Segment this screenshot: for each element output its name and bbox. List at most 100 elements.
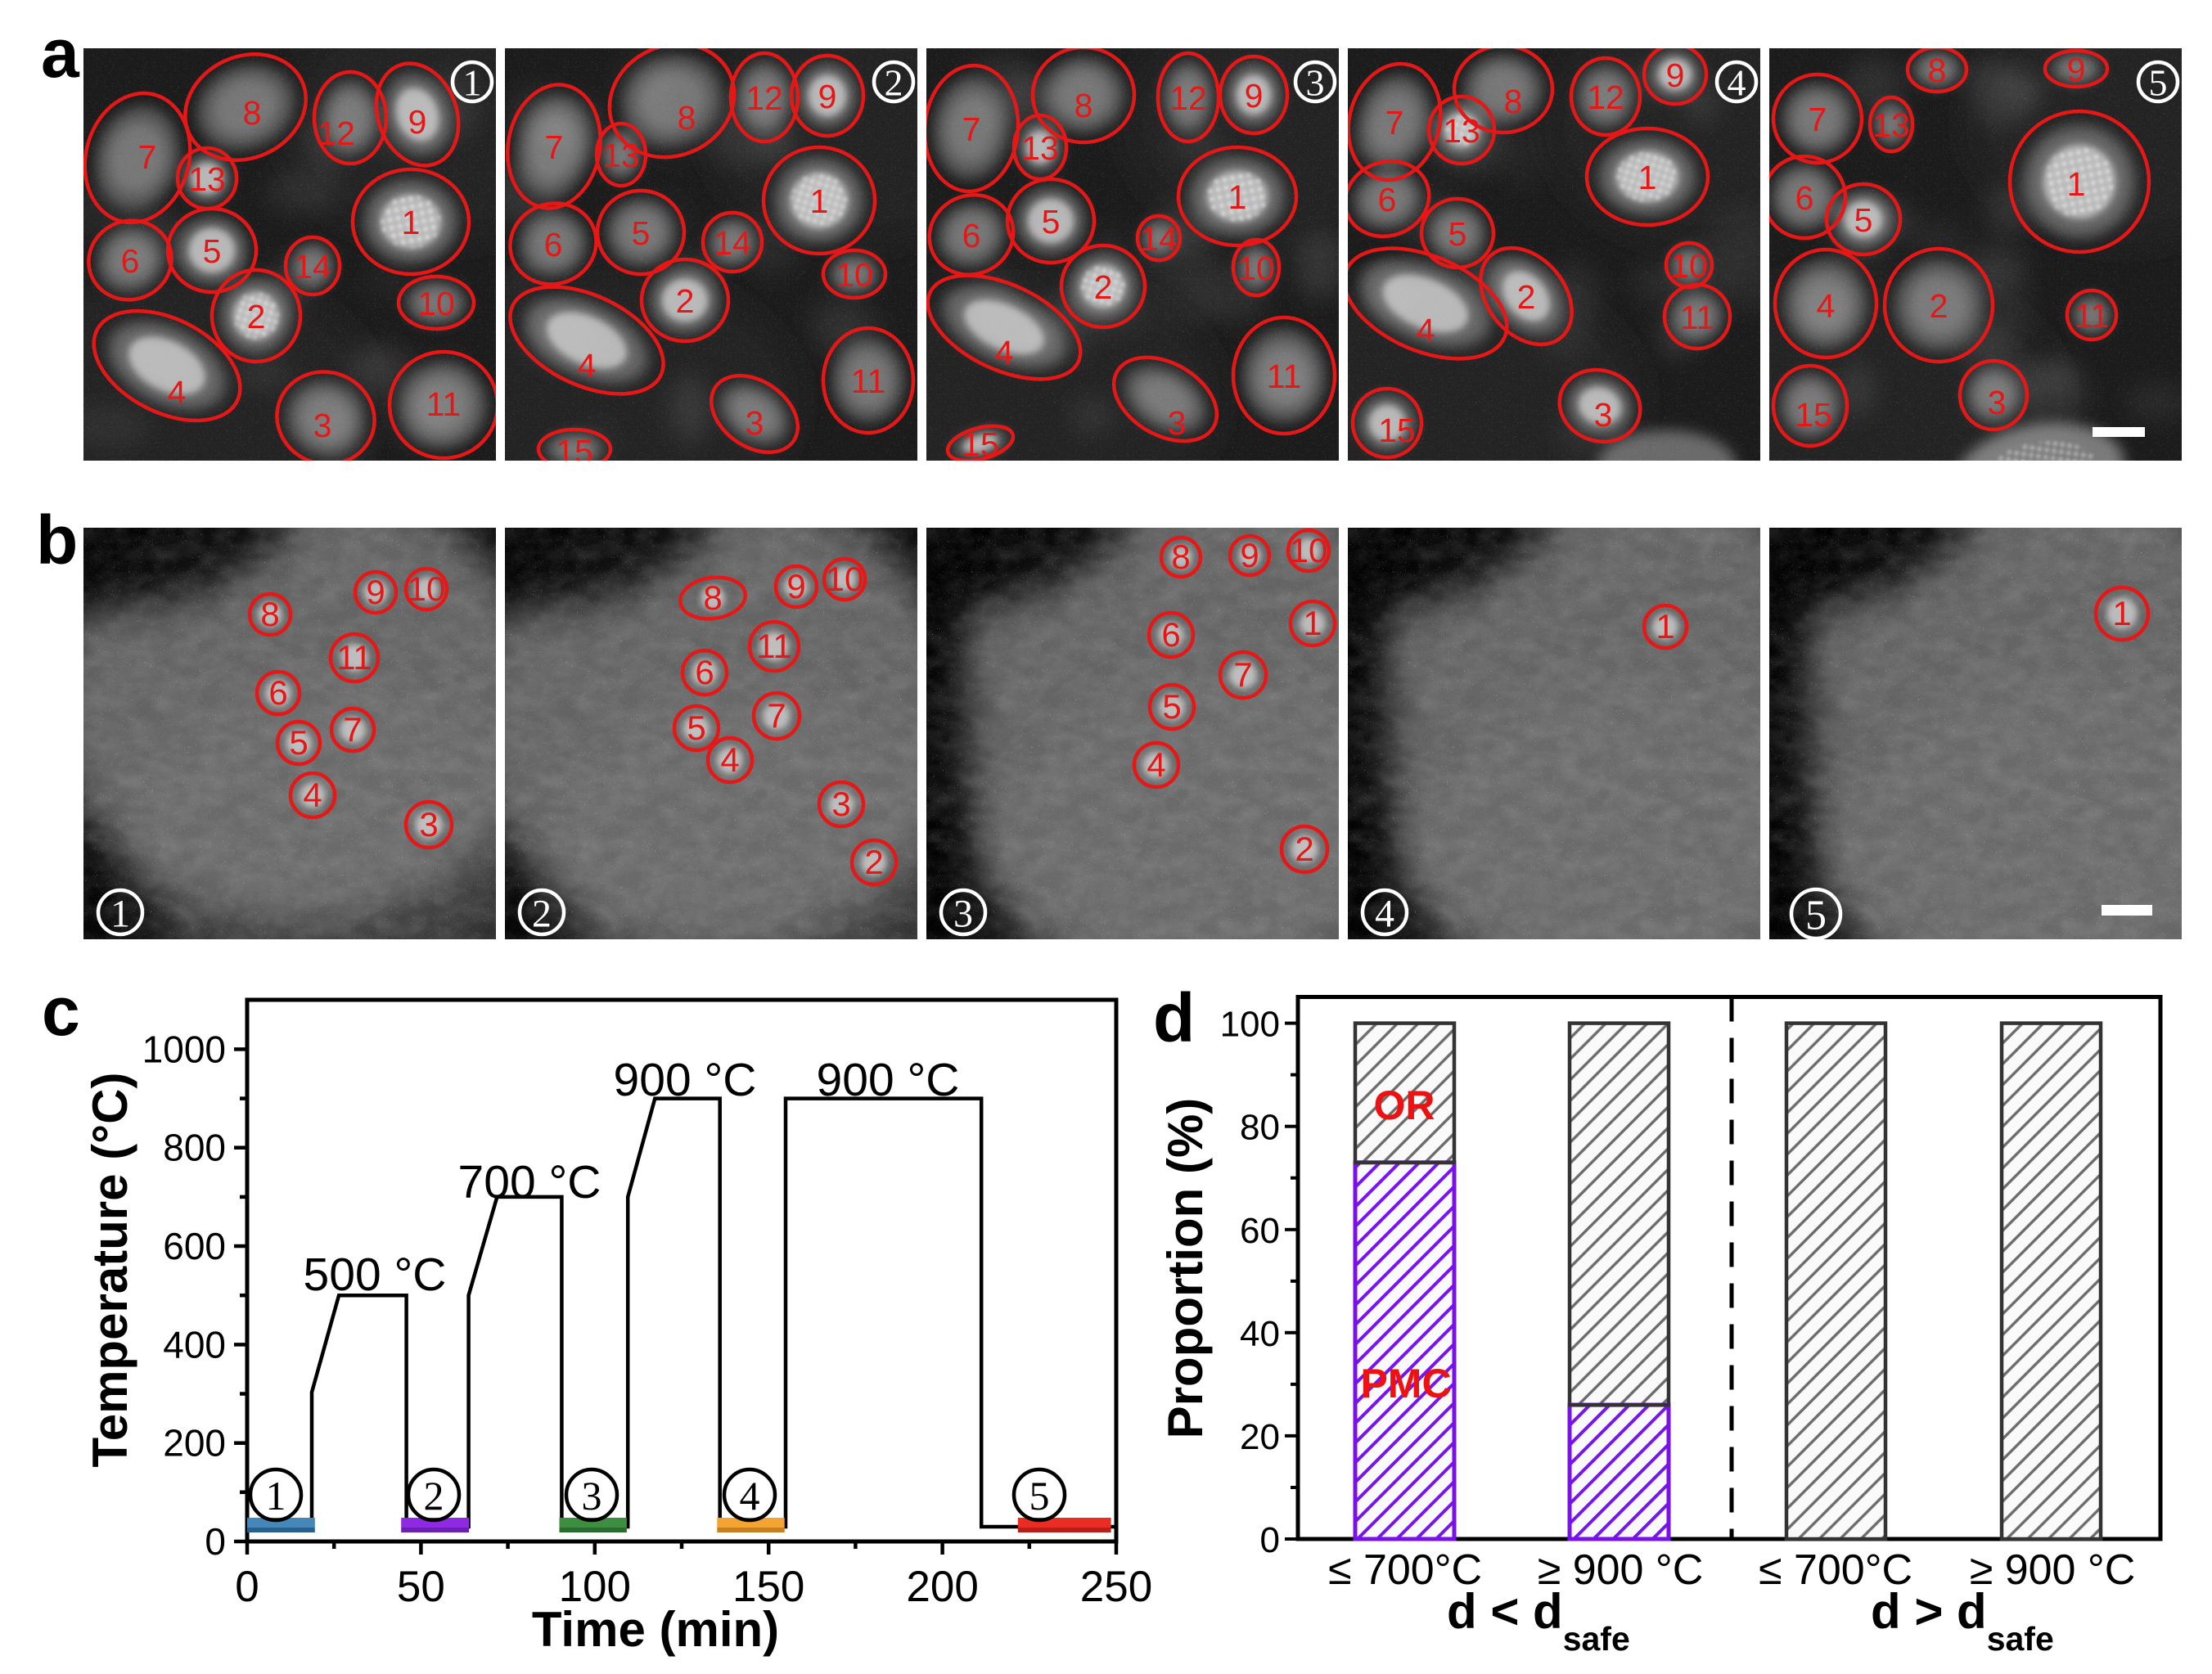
svg-text:2: 2 bbox=[885, 62, 903, 104]
svg-text:4: 4 bbox=[168, 374, 187, 412]
svg-text:12: 12 bbox=[318, 115, 355, 152]
svg-text:20: 20 bbox=[1240, 1417, 1280, 1457]
svg-text:60: 60 bbox=[1240, 1211, 1280, 1251]
svg-text:100: 100 bbox=[559, 1563, 631, 1611]
svg-text:9: 9 bbox=[408, 103, 427, 141]
svg-text:d > dsafe: d > dsafe bbox=[1871, 1584, 2054, 1658]
svg-text:2: 2 bbox=[864, 843, 883, 881]
svg-text:4: 4 bbox=[1728, 62, 1746, 104]
svg-text:14: 14 bbox=[1140, 220, 1178, 258]
svg-text:10: 10 bbox=[826, 560, 864, 598]
svg-text:6: 6 bbox=[121, 242, 140, 280]
svg-text:80: 80 bbox=[1240, 1108, 1280, 1148]
svg-text:200: 200 bbox=[906, 1563, 978, 1611]
svg-text:6: 6 bbox=[1378, 181, 1397, 218]
svg-text:100: 100 bbox=[1220, 1005, 1280, 1045]
svg-text:7: 7 bbox=[1233, 655, 1252, 694]
svg-text:11: 11 bbox=[851, 362, 886, 400]
svg-text:3: 3 bbox=[582, 1473, 602, 1519]
svg-text:10: 10 bbox=[1290, 531, 1328, 569]
svg-text:13: 13 bbox=[1872, 106, 1910, 144]
svg-text:1: 1 bbox=[1228, 178, 1247, 216]
svg-text:4: 4 bbox=[1817, 287, 1836, 325]
svg-text:900 °C: 900 °C bbox=[614, 1054, 757, 1106]
svg-text:1: 1 bbox=[463, 62, 482, 104]
svg-text:1: 1 bbox=[2067, 165, 2086, 203]
svg-text:2: 2 bbox=[1930, 287, 1948, 325]
svg-text:12: 12 bbox=[746, 79, 783, 117]
svg-text:40: 40 bbox=[1240, 1314, 1280, 1354]
svg-text:9: 9 bbox=[366, 573, 385, 611]
svg-text:2: 2 bbox=[1094, 268, 1113, 306]
svg-text:14: 14 bbox=[294, 248, 331, 286]
svg-text:10: 10 bbox=[1670, 247, 1708, 285]
svg-text:6: 6 bbox=[544, 226, 563, 263]
svg-text:≤ 700°C: ≤ 700°C bbox=[1328, 1546, 1482, 1594]
svg-text:250: 250 bbox=[1080, 1563, 1152, 1611]
svg-text:15: 15 bbox=[1795, 396, 1832, 434]
svg-text:2: 2 bbox=[1517, 278, 1536, 316]
svg-text:8: 8 bbox=[1074, 87, 1093, 124]
svg-text:4: 4 bbox=[995, 334, 1014, 371]
svg-text:4: 4 bbox=[1375, 892, 1394, 935]
svg-text:4: 4 bbox=[1147, 745, 1165, 784]
svg-text:500 °C: 500 °C bbox=[304, 1249, 447, 1301]
svg-text:5: 5 bbox=[1162, 687, 1181, 726]
svg-text:150: 150 bbox=[732, 1563, 804, 1611]
svg-text:5: 5 bbox=[1042, 203, 1061, 241]
svg-text:1000: 1000 bbox=[142, 1028, 226, 1070]
svg-text:2: 2 bbox=[247, 298, 266, 335]
svg-text:1: 1 bbox=[1656, 607, 1674, 646]
svg-text:3: 3 bbox=[831, 785, 850, 823]
svg-text:9: 9 bbox=[1666, 56, 1685, 94]
svg-text:7: 7 bbox=[343, 710, 362, 749]
svg-text:5: 5 bbox=[687, 709, 705, 747]
svg-text:4: 4 bbox=[740, 1473, 760, 1519]
svg-text:12: 12 bbox=[1169, 79, 1207, 117]
svg-text:1: 1 bbox=[810, 182, 829, 220]
svg-text:13: 13 bbox=[188, 160, 226, 198]
svg-text:2: 2 bbox=[424, 1473, 444, 1519]
svg-text:400: 400 bbox=[163, 1323, 226, 1366]
svg-text:4: 4 bbox=[578, 347, 597, 385]
svg-text:3: 3 bbox=[1594, 396, 1613, 434]
svg-text:4: 4 bbox=[1417, 312, 1435, 349]
svg-text:4: 4 bbox=[720, 740, 739, 779]
svg-text:d < dsafe: d < dsafe bbox=[1447, 1584, 1630, 1658]
svg-text:13: 13 bbox=[602, 137, 640, 174]
svg-text:10: 10 bbox=[408, 569, 446, 608]
svg-text:8: 8 bbox=[1504, 83, 1523, 120]
svg-text:13: 13 bbox=[1443, 112, 1480, 150]
svg-text:600: 600 bbox=[163, 1225, 226, 1267]
svg-text:0: 0 bbox=[205, 1520, 226, 1563]
svg-text:200: 200 bbox=[163, 1422, 226, 1465]
svg-text:2: 2 bbox=[532, 892, 552, 935]
svg-text:7: 7 bbox=[138, 138, 157, 176]
svg-text:≥ 900 °C: ≥ 900 °C bbox=[1970, 1546, 2136, 1594]
svg-text:10: 10 bbox=[836, 256, 873, 294]
svg-text:9: 9 bbox=[1240, 536, 1259, 574]
svg-text:6: 6 bbox=[695, 653, 714, 691]
svg-text:9: 9 bbox=[818, 78, 837, 115]
svg-text:2: 2 bbox=[676, 282, 695, 320]
svg-text:7: 7 bbox=[1385, 104, 1404, 142]
svg-text:5: 5 bbox=[289, 723, 308, 762]
svg-text:1: 1 bbox=[266, 1473, 286, 1519]
svg-text:≥ 900 °C: ≥ 900 °C bbox=[1538, 1546, 1704, 1594]
svg-text:8: 8 bbox=[678, 99, 696, 137]
svg-text:3: 3 bbox=[1988, 384, 2007, 421]
svg-text:9: 9 bbox=[1245, 77, 1264, 115]
svg-text:11: 11 bbox=[2075, 297, 2110, 335]
svg-text:PMC: PMC bbox=[1360, 1361, 1451, 1406]
svg-text:15: 15 bbox=[962, 425, 999, 461]
svg-text:8: 8 bbox=[260, 595, 279, 633]
svg-text:8: 8 bbox=[243, 94, 262, 132]
svg-text:8: 8 bbox=[703, 578, 722, 617]
svg-text:700 °C: 700 °C bbox=[458, 1156, 601, 1208]
svg-text:Time (min): Time (min) bbox=[532, 1602, 779, 1657]
svg-text:13: 13 bbox=[1021, 129, 1059, 167]
svg-text:5: 5 bbox=[1029, 1473, 1050, 1519]
svg-text:900 °C: 900 °C bbox=[817, 1054, 960, 1106]
svg-text:3: 3 bbox=[746, 404, 764, 442]
svg-text:14: 14 bbox=[714, 224, 751, 262]
